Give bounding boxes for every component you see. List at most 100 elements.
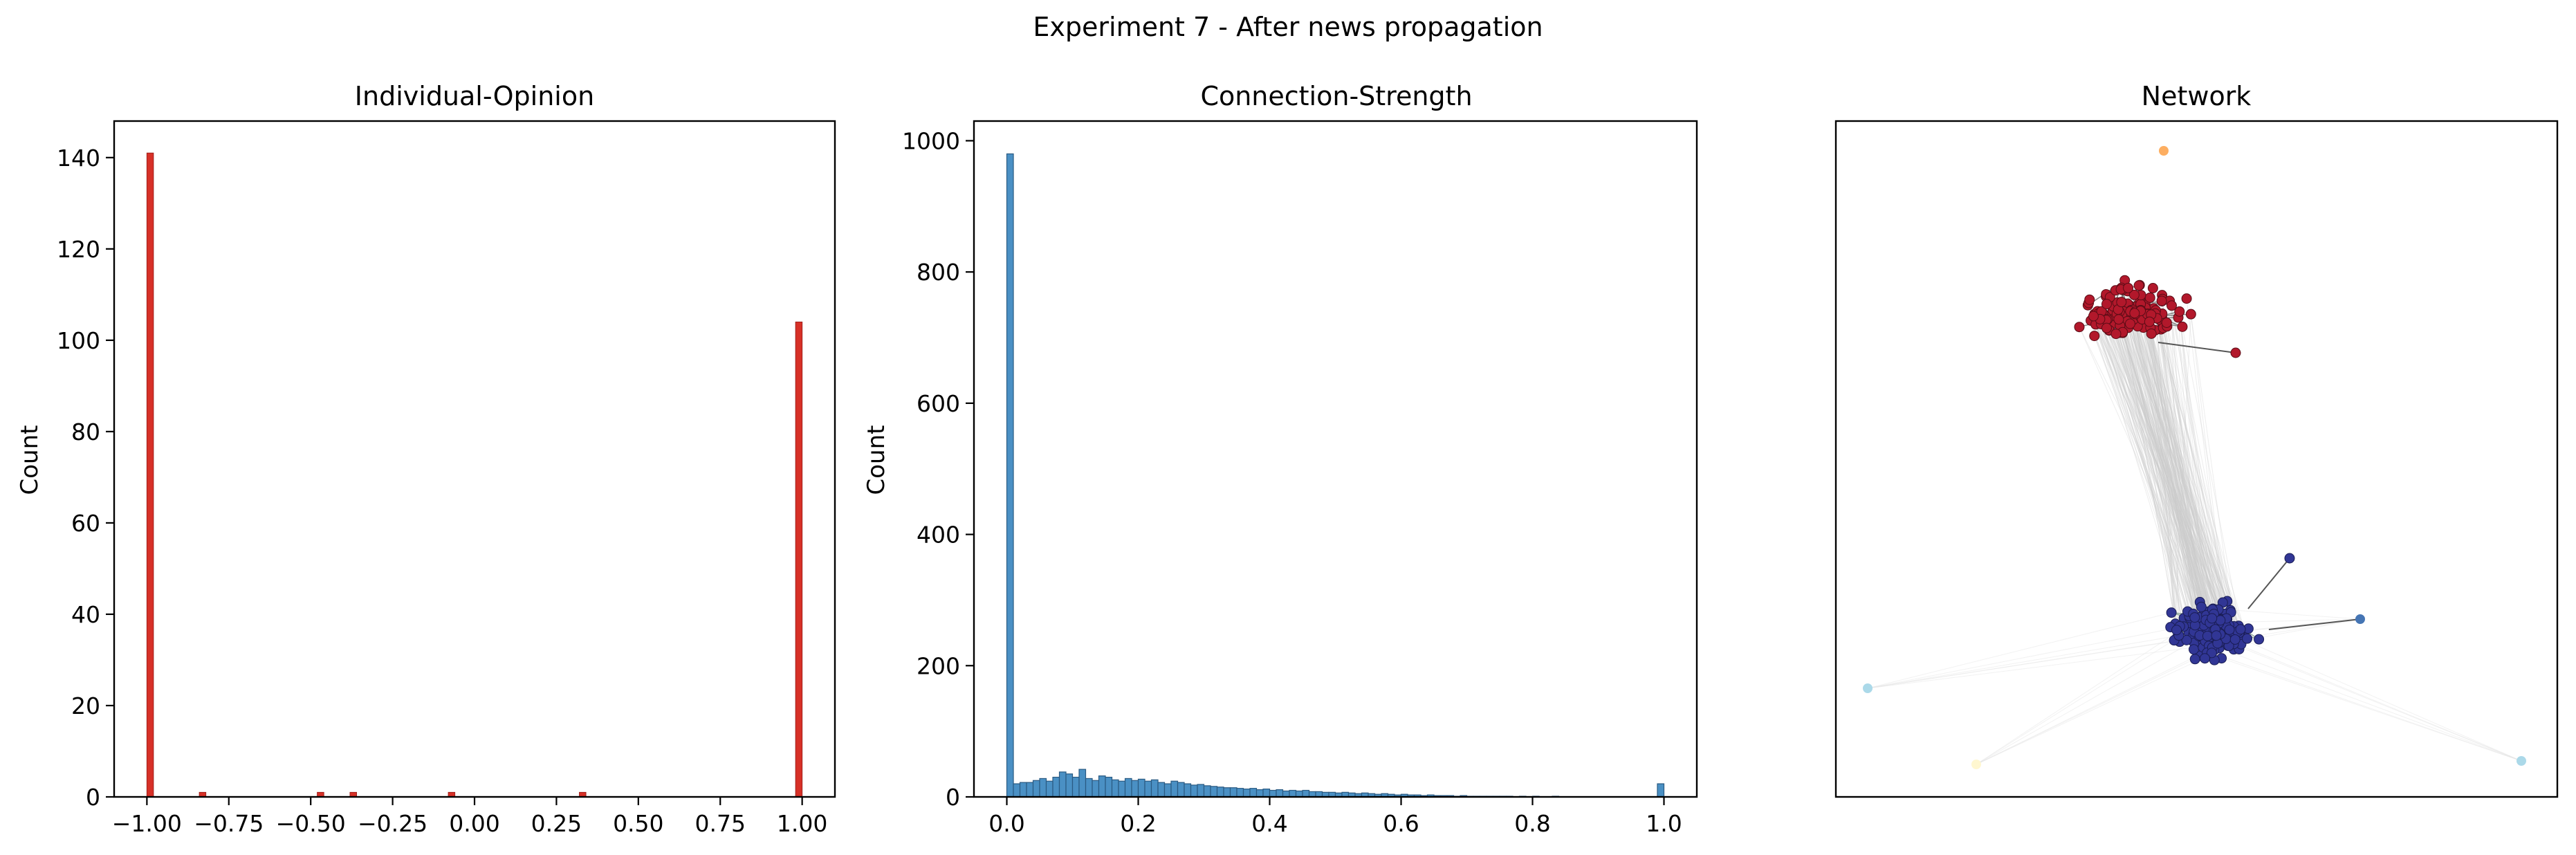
y-tick-label: 0 (86, 784, 100, 811)
network-edge (2128, 318, 2232, 613)
histogram-bar (1085, 778, 1093, 798)
network-edge (2161, 300, 2240, 633)
histogram-bar (1032, 780, 1040, 798)
network-edge (2099, 320, 2196, 625)
network-edge (2128, 288, 2227, 626)
network-edge (1976, 619, 2207, 765)
network-edge (2140, 310, 2241, 629)
network-edge (2151, 333, 2206, 629)
network-edge (2140, 317, 2202, 635)
network-edge (2143, 327, 2224, 628)
network-edge (2101, 311, 2191, 618)
network-edge (2123, 311, 2223, 603)
network-edge (2119, 332, 2198, 627)
network-edge (2106, 304, 2224, 622)
network-edge (2122, 332, 2216, 636)
histogram-bar (1242, 789, 1251, 798)
histogram-bar (1118, 780, 1126, 798)
network-edge (1867, 612, 2172, 689)
y-tick-label: 600 (917, 390, 960, 417)
network-edge (2115, 333, 2205, 626)
histogram-bar (1026, 782, 1034, 798)
network-edge (1976, 643, 2234, 765)
network-edge (2121, 302, 2229, 646)
y-axis-label: Count (863, 425, 890, 495)
network-node (2156, 295, 2167, 306)
network-edge (2149, 297, 2176, 624)
network-edge (2268, 618, 2361, 630)
network-edge (2146, 317, 2202, 629)
network-edge (2156, 318, 2207, 620)
network-edge (2110, 324, 2232, 645)
network-edge (2149, 297, 2178, 630)
network-edge (2111, 317, 2215, 651)
network-edge (2140, 317, 2222, 620)
network-node (2202, 630, 2213, 641)
chart-title: Individual-Opinion (355, 81, 594, 111)
network-edge (2088, 302, 2194, 650)
network-edge (2101, 324, 2238, 639)
network-edge (2190, 314, 2234, 627)
network-edge (2094, 335, 2200, 628)
network-edge (2135, 315, 2226, 632)
network-edge (2122, 332, 2221, 640)
network-edge (2098, 313, 2239, 626)
network-edge (2121, 287, 2229, 646)
histogram-bar (1098, 775, 1106, 798)
network-edge (2106, 296, 2221, 637)
network-edge (2162, 295, 2200, 636)
network-edge (2095, 324, 2233, 641)
network-edge (2155, 310, 2178, 638)
x-tick-label: 0.6 (1383, 810, 1419, 837)
network-node (2235, 624, 2246, 635)
network-node (2084, 294, 2095, 305)
network-edge (2152, 288, 2213, 647)
network-node (2196, 601, 2207, 612)
histogram-bar (1065, 773, 1074, 798)
network-edge (2097, 311, 2191, 618)
histogram-bar (1013, 783, 1021, 798)
network-edge (2106, 294, 2210, 630)
histogram-bar (1295, 790, 1303, 798)
network-edge (1976, 615, 2202, 765)
network-edge (2140, 304, 2238, 639)
network-edge (2139, 285, 2196, 618)
network-node (2229, 634, 2241, 645)
network-node (2254, 634, 2265, 645)
histogram-bar (1058, 771, 1067, 798)
network-node (2089, 331, 2100, 342)
network-edge (2121, 287, 2202, 607)
network-edge (2128, 318, 2221, 620)
network-edge (2113, 306, 2225, 638)
histogram-bar (1210, 786, 1218, 798)
network-edge (2142, 304, 2222, 620)
chart-title: Network (2142, 81, 2252, 111)
network-node (2123, 282, 2134, 293)
network-edge (2101, 311, 2223, 603)
network-edge (1867, 629, 2214, 689)
network-edge (2115, 290, 2197, 621)
network-edge (2106, 315, 2234, 645)
x-tick-label: 0.75 (694, 810, 745, 837)
network-edge (2161, 300, 2227, 626)
x-tick-label: 1.00 (777, 810, 827, 837)
network-edge (2132, 321, 2211, 637)
network-edge (2138, 285, 2232, 645)
network-edge (2171, 305, 2226, 627)
network-edge (2146, 315, 2202, 634)
network-edge (2137, 326, 2214, 630)
network-edge (2127, 291, 2214, 637)
network-edge (2123, 311, 2203, 616)
network-edge (2135, 315, 2238, 639)
network-node (2128, 289, 2140, 300)
network-edge (2173, 314, 2191, 641)
network-edge (2143, 327, 2211, 634)
network-node (2113, 314, 2124, 325)
network-edge (2146, 317, 2210, 630)
y-tick-label: 800 (917, 259, 960, 286)
network-edge (2131, 313, 2205, 614)
network-edge (2142, 314, 2225, 638)
plot-frame (973, 120, 1698, 798)
network-plot-area (1863, 146, 2526, 769)
